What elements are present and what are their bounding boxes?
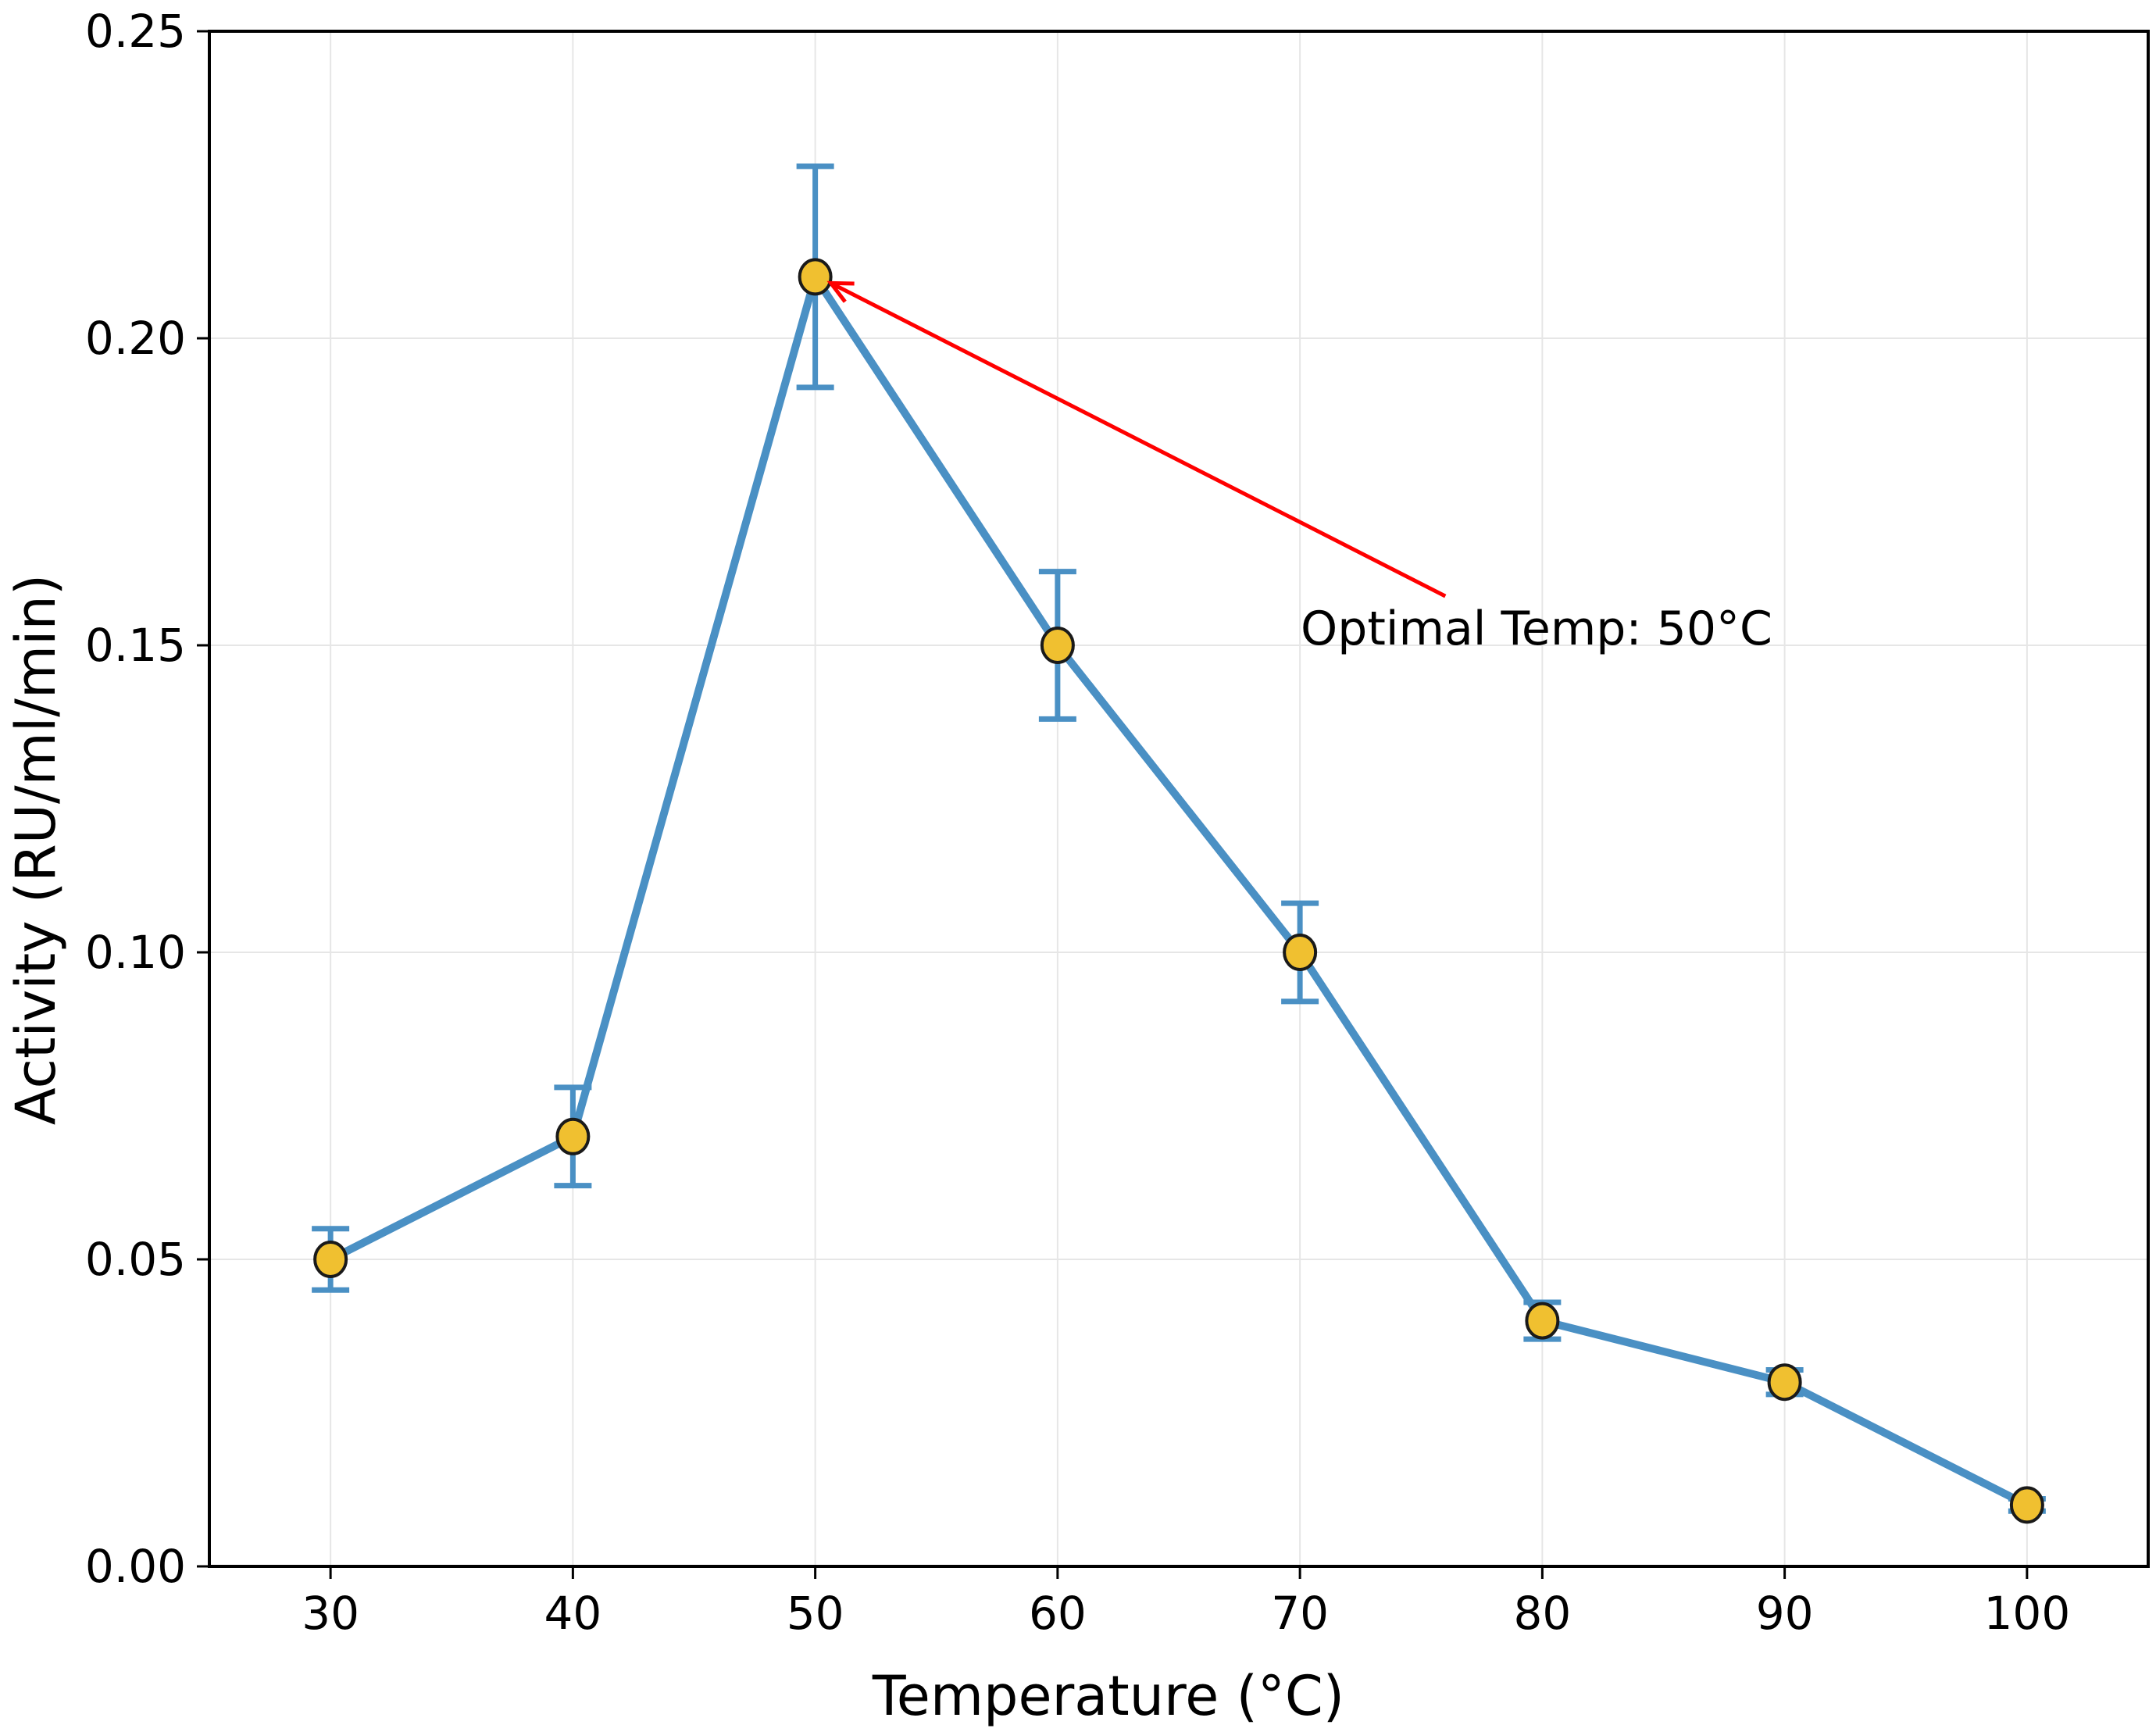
y-axis-label: Activity (RU/ml/min) <box>4 574 68 1125</box>
data-point-90 <box>1767 1363 1802 1402</box>
x-tick-label-30: 30 <box>302 1587 359 1640</box>
data-point-60 <box>1040 627 1075 664</box>
data-point-80 <box>1525 1302 1560 1340</box>
x-tick-label-80: 80 <box>1513 1587 1571 1640</box>
y-tick-label-0.00: 0.00 <box>85 1540 186 1593</box>
data-point-50 <box>798 258 833 296</box>
annotation-label: Optimal Temp: 50°C <box>1301 602 1772 656</box>
axes: 30 40 50 60 70 80 90 100 0.00 0.05 0.10 0.15 0.20 0.2… <box>4 5 2150 1728</box>
y-tick-label-0.25: 0.25 <box>85 5 186 58</box>
annotation: Optimal Temp: 50°C <box>826 280 1772 656</box>
x-axis-label: Temperature (°C) <box>872 1664 1344 1728</box>
data-point-100 <box>2009 1486 2044 1524</box>
plot-frame <box>208 30 2150 1568</box>
data-point-70 <box>1283 934 1318 971</box>
annotation-arrow-head <box>826 280 855 303</box>
data-point-40 <box>555 1117 591 1155</box>
x-tick-label-100: 100 <box>1984 1587 2071 1640</box>
annotation-arrow-line <box>830 281 1447 598</box>
x-tick-label-90: 90 <box>1756 1587 1814 1640</box>
y-tick-label-0.05: 0.05 <box>85 1233 186 1286</box>
series-activity <box>312 163 2046 1524</box>
y-tick-label-0.15: 0.15 <box>85 619 186 672</box>
data-point-30 <box>313 1241 348 1278</box>
x-tick-label-60: 60 <box>1029 1587 1087 1640</box>
x-tick-label-40: 40 <box>544 1587 601 1640</box>
y-tick-label-0.20: 0.20 <box>85 312 186 365</box>
x-tick-label-70: 70 <box>1271 1587 1329 1640</box>
series-line <box>327 273 2031 1509</box>
y-tick-label-0.10: 0.10 <box>85 926 186 979</box>
x-tick-label-50: 50 <box>787 1587 844 1640</box>
